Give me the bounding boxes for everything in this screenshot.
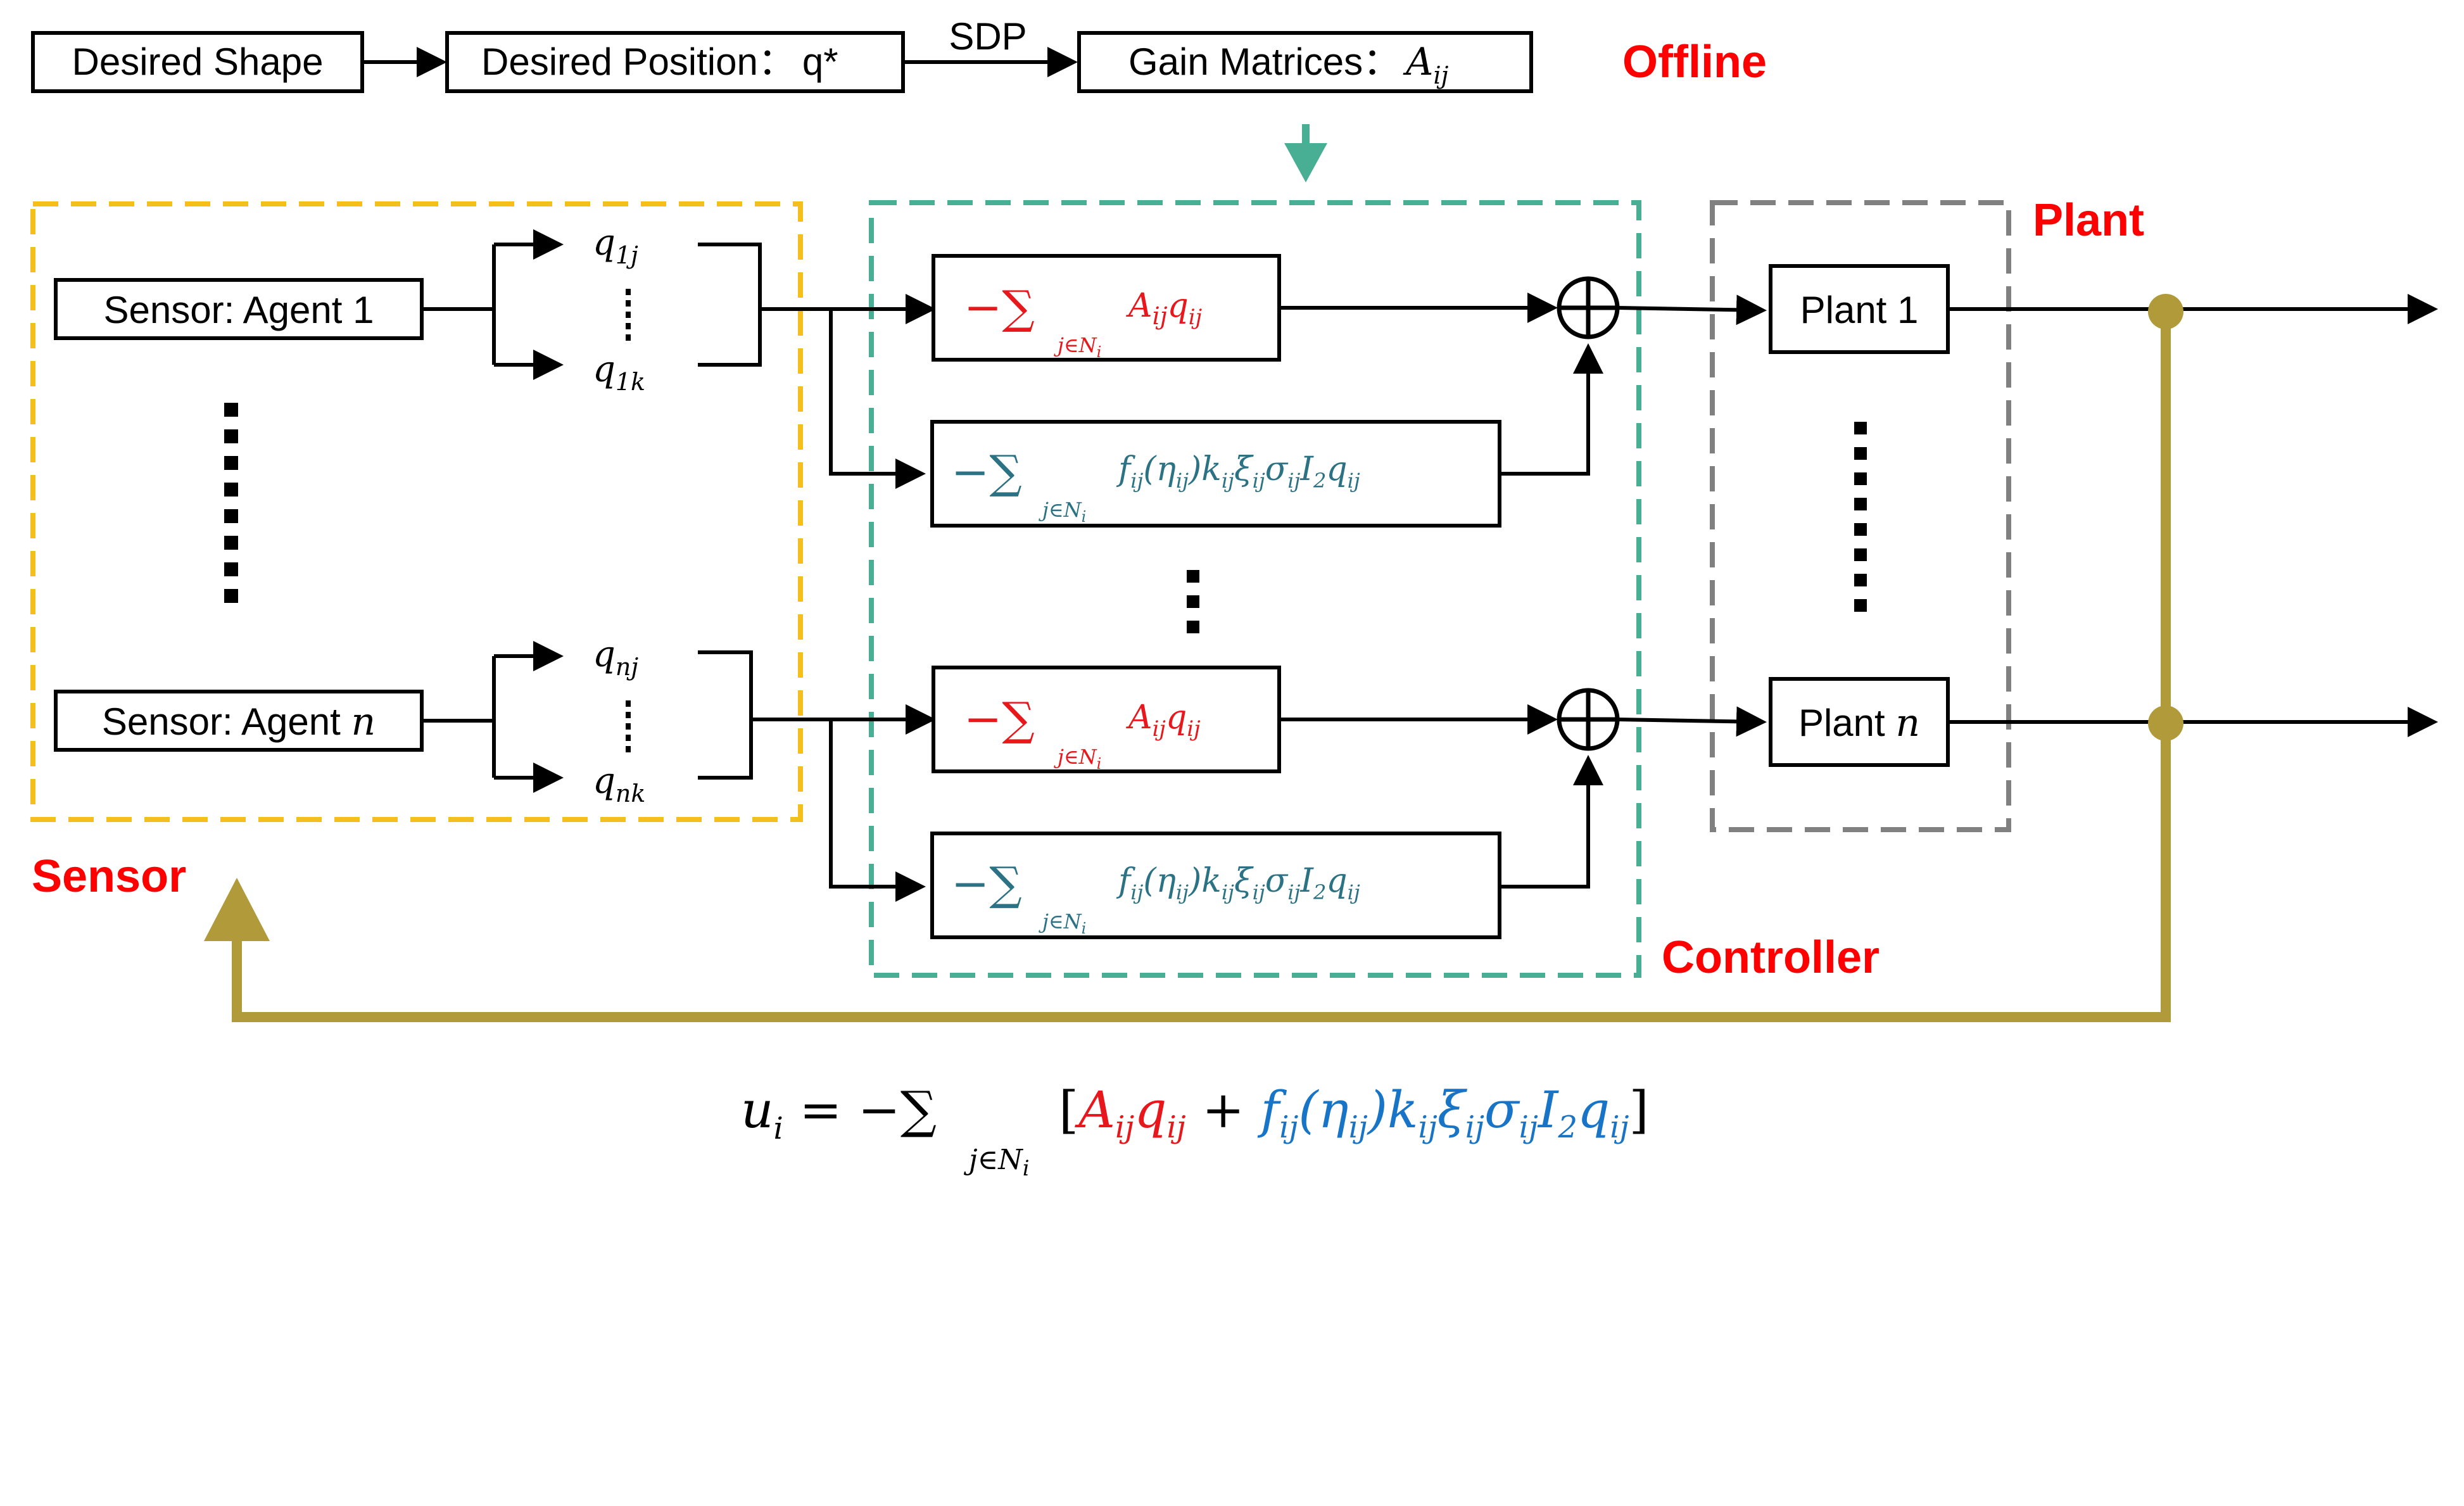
- agent-1-term-b-sum: −∑: [951, 445, 1022, 498]
- agent-n-term-b-body: fij(ηij)kijξijσijI2qij: [1116, 862, 1360, 904]
- agent-n-to-term-b-arrow: [829, 719, 926, 902]
- sensor-agent-1-label: Sensor: Agent 1: [104, 289, 374, 331]
- sensor-agent-1-box: [54, 278, 424, 340]
- sensor-agent-n-label: Sensor: Agent n: [102, 700, 376, 744]
- gain-matrices-label: Gain Matrices： Aij: [1128, 40, 1449, 89]
- top-row: Desired Shape Desired Position： q* SDP Ga…: [31, 15, 1767, 182]
- controller-vertical-ellipsis: [1187, 570, 1199, 633]
- plant-1-box: [1769, 264, 1950, 354]
- plant-1-label: Plant 1: [1800, 289, 1919, 331]
- agent-1-term-a-sum: −∑: [964, 281, 1035, 334]
- feedback-arrowhead: [204, 878, 270, 941]
- control-law-equation: ui = −∑ j∈Ni [Aijqij + fij(ηij)kijξijσij…: [741, 1080, 1649, 1181]
- controller-region: [869, 200, 1641, 978]
- feedback-junction-n: [2148, 706, 2183, 741]
- agent-1-q-bottom: q1k: [593, 349, 645, 396]
- plant-vertical-ellipsis: [1854, 422, 1867, 612]
- gain-matrices-box: [1077, 31, 1533, 93]
- agent-1-term-b-sub: j∈Ni: [1039, 498, 1086, 526]
- equation-main: ui = −∑: [741, 1080, 937, 1146]
- agent-n-term-b-sum: −∑: [951, 857, 1022, 910]
- agent-n-q-dots: [626, 700, 631, 752]
- agent-1-merge-bracket: [698, 243, 762, 367]
- agent-1-term-a-body: Aijqij: [1126, 287, 1203, 330]
- agent-n-merge-bracket: [698, 650, 753, 780]
- agent-n-sum-to-plant-arrow: [1617, 706, 1767, 737]
- agent-1-term-a-sub: j∈Ni: [1054, 333, 1101, 361]
- feedback-loop: [204, 294, 2183, 1022]
- agent-1-q-dots: [626, 289, 631, 341]
- plant-region-label: Plant: [2033, 195, 2144, 246]
- agent-n-row: Sensor: Agent n qnj qnk −∑ j∈Ni Aijqij −…: [54, 634, 2438, 939]
- equation-sum-sub: j∈Ni: [963, 1144, 1030, 1181]
- feedback-path: [232, 313, 2171, 1022]
- agent-1-q-top: q1j: [593, 222, 638, 269]
- equation-body: [Aijqij + fij(ηij)kijξijσijI2qij]: [1059, 1080, 1649, 1145]
- agent-n-q-bottom: qnk: [593, 761, 645, 807]
- desired-position-box: [445, 31, 905, 93]
- desired-shape-box: [31, 31, 364, 93]
- sensor-vertical-ellipsis: [224, 403, 238, 603]
- agent-1-term-b-body: fij(ηij)kijξijσijI2qij: [1116, 450, 1360, 493]
- sensor-region-label: Sensor: [32, 851, 186, 902]
- agent-n-term-b-box: [930, 832, 1501, 939]
- agent-1-term-b-to-sum-arrow: [1500, 343, 1603, 476]
- sensor-region: [30, 201, 803, 822]
- sensor-agent-n-box: [54, 690, 424, 752]
- offline-label: Offline: [1622, 37, 1767, 87]
- agent-1-to-term-b-arrow: [829, 309, 926, 489]
- sdp-label: SDP: [949, 15, 1027, 58]
- agent-n-term-b-to-sum-arrow: [1500, 755, 1603, 889]
- agent-1-sum-to-plant-arrow: [1617, 294, 1767, 326]
- agent-n-q-top: qnj: [593, 634, 638, 681]
- controller-region-label: Controller: [1662, 932, 1880, 983]
- feedback-junction-1: [2148, 294, 2183, 329]
- agent-n-term-a-body: Aijqij: [1126, 699, 1201, 742]
- desired-position-label: Desired Position： q*: [481, 41, 838, 83]
- offline-arrow-head: [1284, 143, 1327, 182]
- plant-n-label: Plant n: [1798, 701, 1920, 745]
- agent-n-term-a-sum: −∑: [964, 692, 1035, 745]
- agent-1-row: Sensor: Agent 1 q1j q1k −∑ j∈Ni Aijqij −…: [54, 222, 2438, 528]
- agent-n-term-b-sub: j∈Ni: [1039, 909, 1086, 937]
- agent-n-term-a-sub: j∈Ni: [1054, 745, 1101, 773]
- desired-shape-label: Desired Shape: [72, 41, 324, 83]
- agent-1-term-a-box: [932, 254, 1281, 362]
- plant-region: [1710, 200, 2011, 832]
